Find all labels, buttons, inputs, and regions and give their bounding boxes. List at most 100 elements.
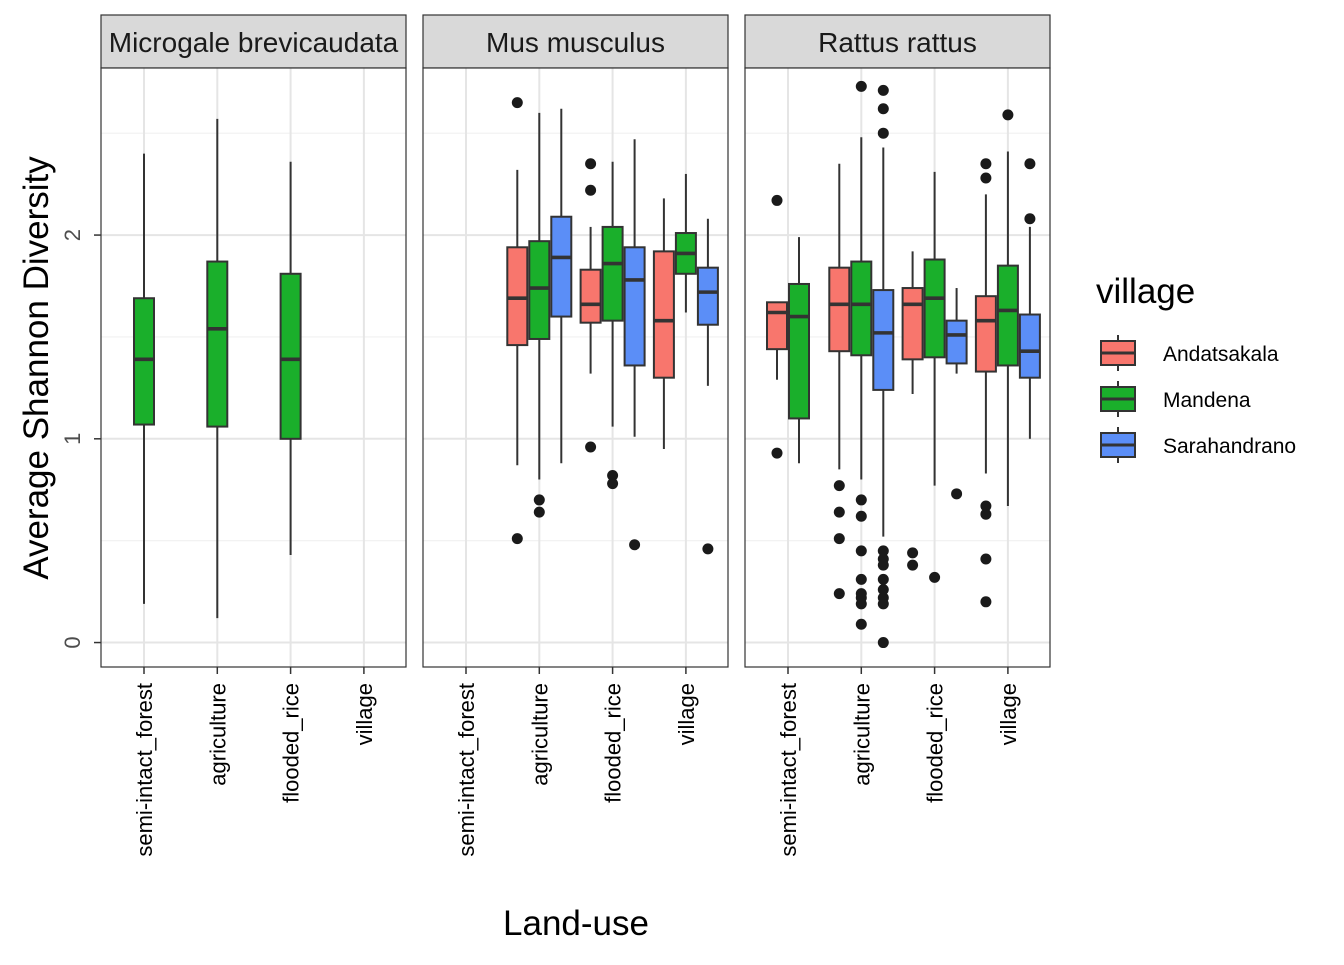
outlier-point <box>980 172 992 184</box>
facet-strip <box>422 14 729 69</box>
x-tick-label: agriculture <box>849 683 874 786</box>
outlier-point <box>855 510 867 522</box>
outlier-point <box>1002 109 1014 121</box>
outlier-point <box>702 543 714 555</box>
panel-background <box>423 68 728 667</box>
facet-title: Rattus rattus <box>818 27 977 58</box>
outlier-point <box>980 553 992 565</box>
outlier-point <box>877 545 889 557</box>
outlier-point <box>511 533 523 545</box>
x-tick-label: flooded_rice <box>923 683 948 803</box>
box-iqr <box>623 246 646 367</box>
panel-border <box>100 67 407 668</box>
outlier-point <box>929 571 941 583</box>
outlier-point <box>877 84 889 96</box>
outlier-point <box>907 547 919 559</box>
outlier-point <box>771 194 783 206</box>
x-tick-label: village <box>352 683 377 745</box>
box-iqr <box>788 282 810 420</box>
facet-strip <box>744 14 1051 69</box>
outlier-point <box>585 441 597 453</box>
x-axis-title: Land-use <box>503 904 649 943</box>
legend-title: village <box>1096 272 1195 311</box>
legend-label: Andatsakala <box>1163 343 1279 366</box>
legend-label: Sarahandrano <box>1163 435 1296 458</box>
box-iqr <box>579 268 602 324</box>
x-tick-label: flooded_rice <box>279 683 304 803</box>
y-tick-label: 2 <box>60 229 85 241</box>
outlier-point <box>877 637 889 649</box>
x-tick-label: semi-intact_forest <box>776 683 801 857</box>
outlier-point <box>855 80 867 92</box>
y-axis-title: Average Shannon Diversity <box>17 156 56 580</box>
outlier-point <box>855 545 867 557</box>
panel-border <box>422 67 729 668</box>
box-iqr <box>766 301 788 351</box>
facet-title: Microgale brevicaudata <box>109 27 399 58</box>
box-iqr <box>279 272 302 440</box>
outlier-point <box>980 500 992 512</box>
outlier-point <box>877 103 889 115</box>
box-iqr <box>550 215 573 318</box>
x-tick-label: agriculture <box>527 683 552 786</box>
outlier-point <box>1024 158 1036 170</box>
outlier-point <box>877 573 889 585</box>
legend-label: Mandena <box>1163 389 1251 412</box>
x-tick-label: semi-intact_forest <box>454 683 479 857</box>
outlier-point <box>877 592 889 604</box>
x-tick-label: flooded_rice <box>601 683 626 803</box>
outlier-point <box>511 97 523 109</box>
outlier-point <box>877 584 889 596</box>
y-tick-label: 0 <box>60 636 85 648</box>
outlier-point <box>855 573 867 585</box>
facet-strip <box>100 14 407 69</box>
outlier-point <box>833 588 845 600</box>
outlier-point <box>833 533 845 545</box>
outlier-point <box>771 447 783 459</box>
panel-border <box>744 67 1051 668</box>
box-iqr <box>996 264 1019 367</box>
outlier-point <box>980 158 992 170</box>
outlier-point <box>877 127 889 139</box>
outlier-point <box>980 596 992 608</box>
outlier-point <box>907 559 919 571</box>
box-iqr <box>945 319 968 365</box>
box-iqr <box>133 297 155 426</box>
box-iqr <box>601 225 624 322</box>
box-iqr <box>872 289 895 391</box>
box-iqr <box>506 246 529 347</box>
outlier-point <box>980 508 992 520</box>
box-iqr <box>1018 313 1041 379</box>
facet-title: Mus musculus <box>486 27 665 58</box>
outlier-point <box>585 158 597 170</box>
box-iqr <box>528 240 551 340</box>
box-iqr <box>652 250 675 379</box>
outlier-point <box>877 553 889 565</box>
x-tick-label: village <box>996 683 1021 745</box>
box-iqr <box>901 287 924 361</box>
outlier-point <box>1024 213 1036 225</box>
outlier-point <box>533 506 545 518</box>
outlier-point <box>855 588 867 600</box>
outlier-point <box>833 480 845 492</box>
box-iqr <box>974 295 997 373</box>
outlier-point <box>607 478 619 490</box>
outlier-point <box>533 494 545 506</box>
outlier-point <box>833 506 845 518</box>
outlier-point <box>855 494 867 506</box>
box-iqr <box>850 260 873 357</box>
x-tick-label: village <box>674 683 699 745</box>
box-iqr <box>923 258 946 359</box>
box-iqr <box>206 260 229 428</box>
y-tick-label: 1 <box>60 433 85 445</box>
outlier-point <box>585 184 597 196</box>
x-tick-label: semi-intact_forest <box>132 683 157 857</box>
outlier-point <box>607 469 619 481</box>
x-tick-label: agriculture <box>205 683 230 786</box>
box-iqr <box>828 266 851 353</box>
box-iqr <box>696 266 719 326</box>
outlier-point <box>629 539 641 551</box>
outlier-point <box>855 618 867 630</box>
